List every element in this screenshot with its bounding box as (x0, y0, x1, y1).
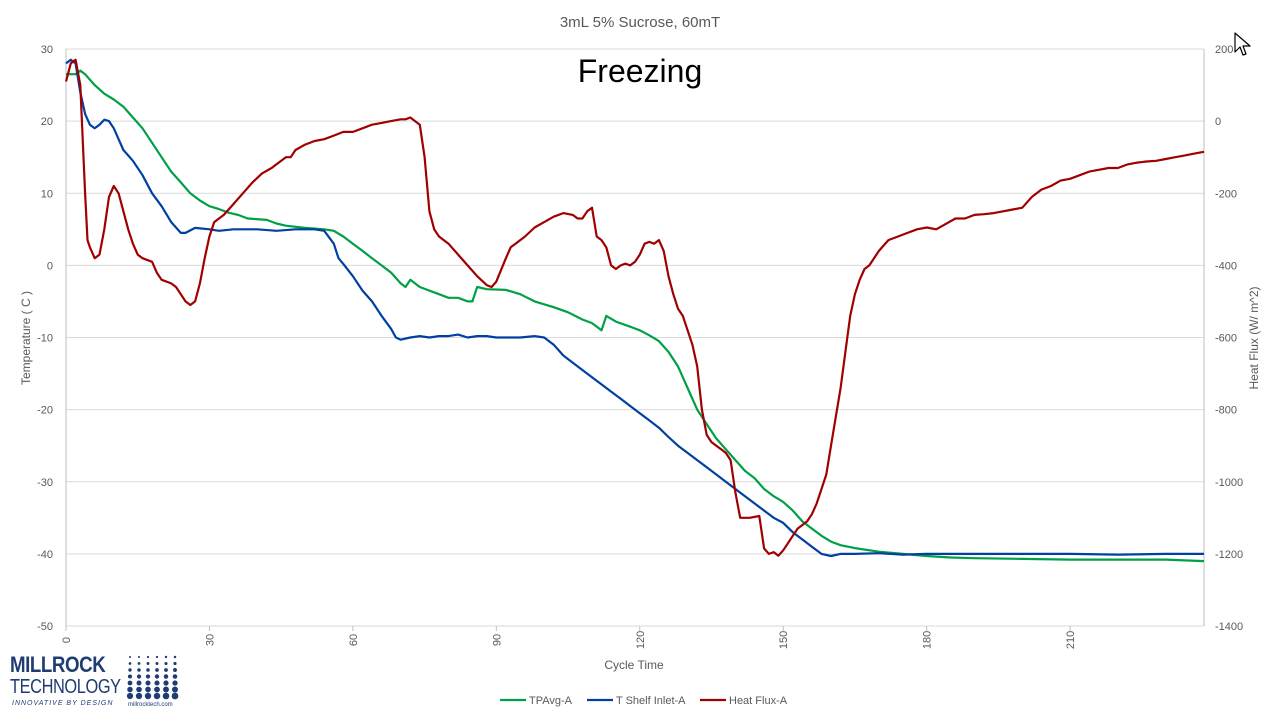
logo-dot (154, 674, 160, 679)
logo-dot (164, 661, 168, 666)
logo-dot (136, 686, 142, 693)
logo-dot (144, 692, 152, 700)
logo-dot (173, 668, 177, 672)
legend-label-0: TPAvg-A (529, 695, 573, 707)
y-left-tick-label: -50 (37, 621, 53, 633)
y-left-tick-label: 0 (47, 260, 53, 272)
logo-dot (173, 655, 177, 659)
y-right-tick-label: -1400 (1215, 621, 1243, 633)
logo-url: millrocktech.com (128, 702, 173, 708)
chart-title: 3mL 5% Sucrose, 60mT (560, 14, 720, 31)
y-right-tick-label: -200 (1215, 188, 1237, 200)
logo-dot (137, 655, 141, 659)
y-axis-left-title: Temperature ( C ) (19, 291, 33, 385)
x-tick-label: 150 (778, 631, 790, 649)
logo-dot (172, 680, 178, 686)
legend-label-1: T Shelf Inlet-A (616, 695, 686, 707)
x-tick-label: 60 (348, 634, 360, 646)
logo-dot (154, 680, 160, 686)
axes: 30 20 10 0 -10 -20 -30 -40 -50 200 0 -200 -400 -600 -8… (37, 44, 1243, 649)
y-left-tick-label: -40 (37, 549, 53, 561)
logo-dots-icon (126, 655, 179, 700)
y-axis-right-title: Heat Flux (W/ m^2) (1247, 287, 1261, 390)
logo-dot (127, 680, 133, 686)
logo-dot (162, 692, 170, 700)
y-left-tick-label: -30 (37, 477, 53, 489)
logo-dot (172, 686, 178, 693)
x-tick-label: 180 (922, 631, 934, 649)
logo-dot (171, 692, 179, 700)
mouse-cursor-icon (1234, 32, 1251, 56)
legend-label-2: Heat Flux-A (729, 695, 788, 707)
logo-dot (163, 686, 169, 693)
legend: TPAvg-A T Shelf Inlet-A Heat Flux-A (500, 695, 788, 707)
logo-dot (145, 686, 151, 693)
x-tick-label: 0 (61, 637, 73, 643)
logo-dot (145, 680, 151, 686)
x-tick-label: 120 (635, 631, 647, 649)
logo-dot (146, 662, 150, 665)
logo-dot (146, 655, 150, 659)
logo-dot (128, 662, 132, 665)
x-tick-label: 30 (204, 634, 216, 646)
logo-tagline: INNOVATIVE BY DESIGN (12, 700, 114, 707)
logo-dot (155, 668, 159, 672)
logo-dot (154, 686, 160, 693)
logo-dot (128, 668, 132, 672)
y-right-tick-label: -800 (1215, 405, 1237, 417)
y-left-tick-label: 20 (41, 116, 53, 128)
logo-dot (129, 656, 131, 658)
grid (66, 48, 1204, 627)
logo-dot (127, 686, 133, 693)
logo-dot (126, 692, 134, 700)
logo-dot (155, 662, 159, 665)
logo-dot (155, 655, 159, 659)
y-right-tick-label: 0 (1215, 116, 1221, 128)
y-right-tick-label: -1000 (1215, 477, 1243, 489)
logo-dot (164, 655, 168, 659)
logo-dot (145, 674, 151, 679)
logo-dot (164, 668, 168, 672)
y-right-tick-label: -600 (1215, 333, 1237, 345)
logo-dot (135, 692, 143, 700)
series-line-2 (64, 58, 1205, 557)
series-line-1 (65, 58, 1204, 558)
y-right-tick-label: 200 (1215, 44, 1233, 56)
logo-dot (153, 692, 161, 700)
x-axis-title: Cycle Time (604, 658, 664, 672)
y-left-tick-label: 10 (41, 188, 53, 200)
logo-dot (163, 680, 169, 686)
logo-dot (172, 674, 178, 679)
series-line-0 (66, 69, 1205, 563)
logo-dot (136, 674, 142, 679)
logo-line2: TECHNOLOGY (10, 676, 121, 698)
y-left-tick-label: -20 (37, 405, 53, 417)
logo-line1: MILLROCK (10, 652, 106, 677)
freezing-annotation: Freezing (578, 53, 703, 89)
millrock-logo: MILLROCK TECHNOLOGY INNOVATIVE BY DESIGN… (8, 652, 179, 714)
y-left-tick-label: -10 (37, 333, 53, 345)
logo-dot (163, 674, 169, 679)
x-tick-label: 210 (1065, 631, 1077, 649)
logo-dot (137, 668, 141, 672)
logo-dot (146, 668, 150, 672)
x-tick-label: 90 (491, 634, 503, 646)
logo-dot (173, 661, 177, 666)
logo-dot (136, 680, 142, 686)
series-lines (64, 58, 1205, 563)
logo-dot (137, 662, 141, 665)
y-left-tick-label: 30 (41, 44, 53, 56)
logo-dot (127, 674, 133, 679)
y-right-tick-label: -400 (1215, 260, 1237, 272)
y-right-tick-label: -1200 (1215, 549, 1243, 561)
